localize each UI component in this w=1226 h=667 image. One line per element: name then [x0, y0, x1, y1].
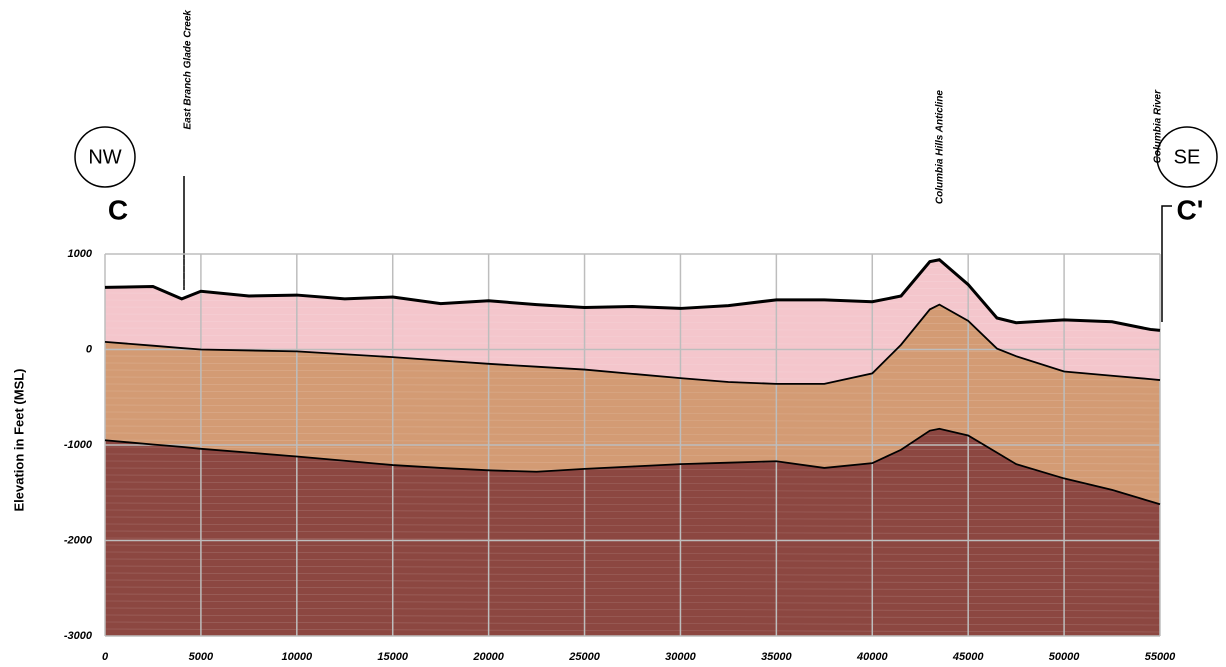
- x-tick-label: 40000: [856, 651, 888, 663]
- direction-label: NW: [88, 146, 121, 168]
- texture-line: [105, 286, 1160, 289]
- x-tick-label: 15000: [377, 651, 408, 663]
- y-tick-label: -3000: [64, 630, 93, 642]
- x-tick-label: 45000: [952, 651, 984, 663]
- y-tick-label: 1000: [68, 248, 93, 260]
- chart: Elevation in Feet (MSL) NW SE C C' 0 5000…: [0, 0, 1226, 667]
- x-tick-label: 55000: [1145, 651, 1176, 663]
- x-tick-label: 0: [102, 651, 109, 663]
- y-tick-label: -2000: [64, 534, 93, 546]
- plot: [105, 254, 1160, 636]
- annotation: Columbia Hills Anticline: [935, 90, 946, 205]
- x-tick-label: 5000: [189, 651, 214, 663]
- y-tick-label: -1000: [64, 439, 93, 451]
- direction-label: SE: [1174, 146, 1201, 168]
- x-tick-label: 25000: [568, 651, 600, 663]
- y-axis-label: Elevation in Feet (MSL): [11, 368, 26, 511]
- texture-line: [105, 258, 1160, 261]
- texture-line: [105, 265, 1160, 268]
- section-label: C': [1177, 194, 1204, 225]
- y-tick-label: 0: [86, 343, 93, 355]
- x-tick-label: 30000: [665, 651, 696, 663]
- x-tick-label: 50000: [1049, 651, 1080, 663]
- x-tick-label: 35000: [761, 651, 792, 663]
- texture-line: [105, 279, 1160, 282]
- section-label: C: [108, 194, 128, 225]
- x-tick-label: 20000: [472, 651, 504, 663]
- x-tick-label: 10000: [282, 651, 313, 663]
- annotation: East Branch Glade Creek: [183, 10, 194, 130]
- annotation: Columbia River: [1153, 89, 1164, 163]
- leader-line: [1162, 206, 1172, 322]
- texture-line: [105, 272, 1160, 275]
